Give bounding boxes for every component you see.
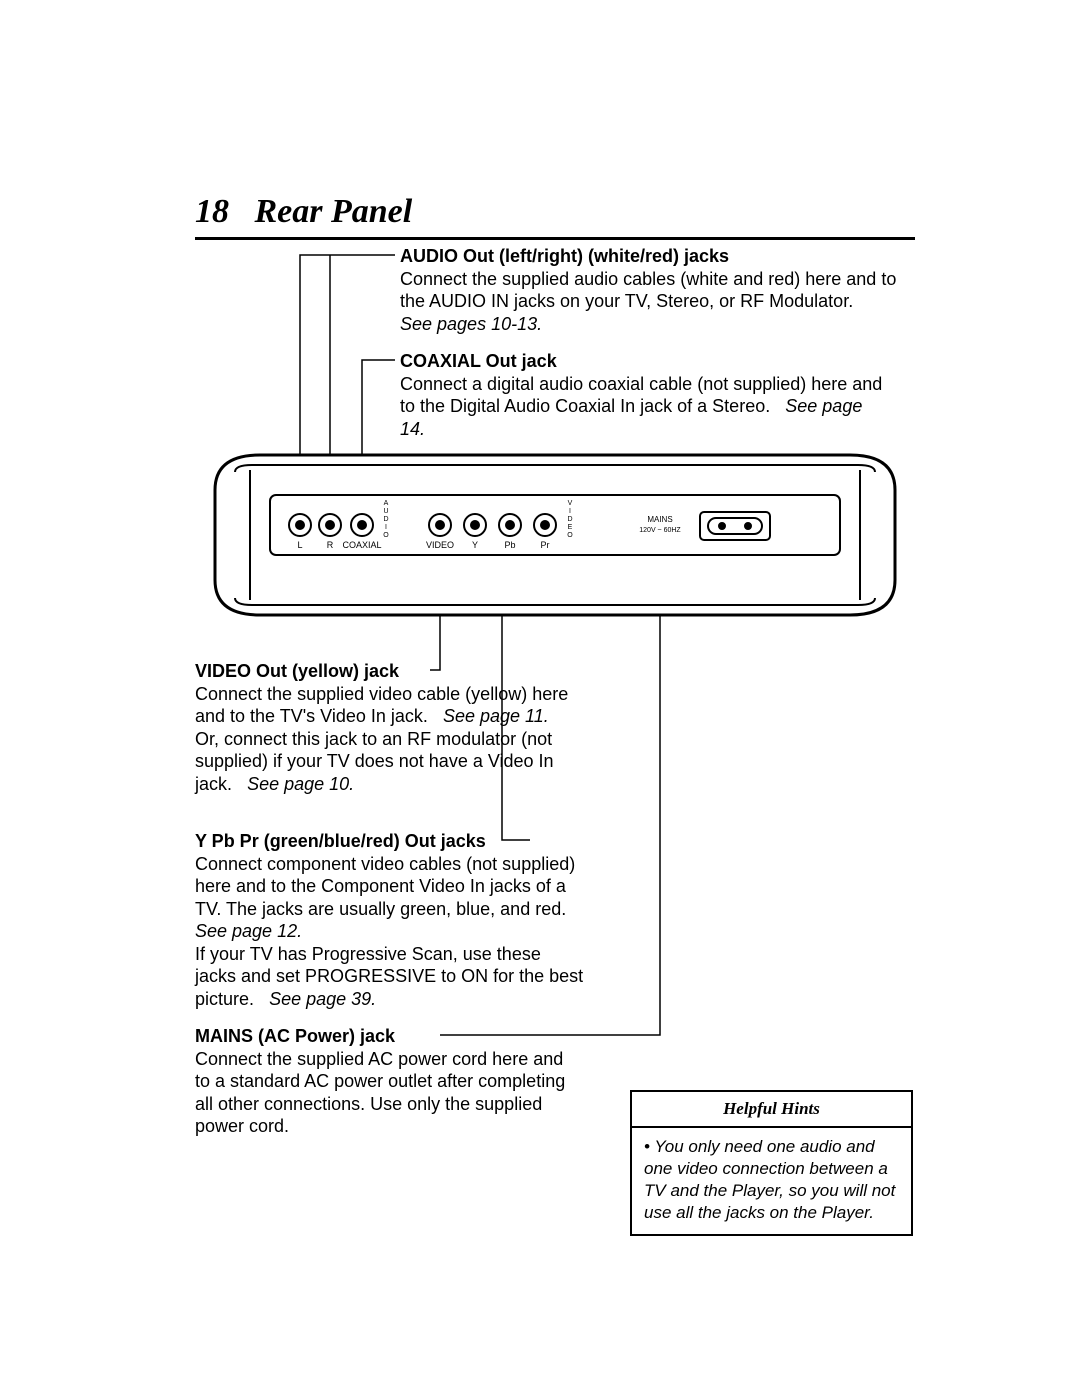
- video-see1: See page 11.: [443, 706, 549, 726]
- mains-body: Connect the supplied AC power cord here …: [195, 1049, 565, 1137]
- section-audio-out: AUDIO Out (left/right) (white/red) jacks…: [400, 245, 900, 335]
- svg-text:I: I: [569, 508, 571, 515]
- rear-panel-diagram: L R COAXIAL VIDEO Y Pb Pr MAINS 120V ~ 6…: [215, 455, 895, 615]
- svg-text:D: D: [567, 516, 572, 523]
- coax-heading: COAXIAL Out jack: [400, 351, 557, 371]
- svg-text:A: A: [384, 500, 389, 507]
- svg-text:E: E: [568, 524, 573, 531]
- ypbpr-see1: See page 12.: [195, 921, 302, 941]
- ypbpr-heading: Y Pb Pr (green/blue/red) Out jacks: [195, 831, 486, 851]
- svg-text:D: D: [383, 516, 388, 523]
- page-title-text: Rear Panel: [255, 193, 413, 230]
- section-coaxial-out: COAXIAL Out jack Connect a digital audio…: [400, 350, 890, 440]
- label-pb: Pb: [504, 540, 515, 550]
- label-pr: Pr: [541, 540, 550, 550]
- audio-out-heading: AUDIO Out (left/right) (white/red) jacks: [400, 246, 729, 266]
- section-ypbpr: Y Pb Pr (green/blue/red) Out jacks Conne…: [195, 830, 585, 1010]
- page-number: 18: [195, 193, 229, 230]
- svg-text:U: U: [383, 508, 388, 515]
- label-mains2: 120V ~ 60HZ: [639, 527, 681, 534]
- page: 18 Rear Panel AUDIO Out (left/right) (wh…: [0, 0, 1080, 1397]
- hints-item: • You only need one audio and one video …: [644, 1136, 899, 1224]
- ypbpr-body2: If your TV has Progressive Scan, use the…: [195, 944, 583, 1009]
- title-underline: [195, 237, 915, 240]
- label-l: L: [297, 540, 302, 550]
- page-title: 18 Rear Panel: [195, 193, 412, 231]
- label-mains: MAINS: [647, 515, 672, 524]
- ypbpr-see2: See page 39.: [269, 989, 376, 1009]
- label-r: R: [327, 540, 334, 550]
- svg-text:O: O: [567, 532, 573, 539]
- helpful-hints-box: Helpful Hints • You only need one audio …: [630, 1090, 913, 1236]
- audio-out-body: Connect the supplied audio cables (white…: [400, 269, 896, 312]
- svg-text:O: O: [383, 532, 389, 539]
- mains-heading: MAINS (AC Power) jack: [195, 1026, 395, 1046]
- label-coaxial: COAXIAL: [342, 540, 381, 550]
- section-video-out: VIDEO Out (yellow) jack Connect the supp…: [195, 660, 595, 795]
- video-see2: See page 10.: [247, 774, 354, 794]
- hints-title: Helpful Hints: [632, 1092, 911, 1128]
- label-y: Y: [472, 540, 478, 550]
- svg-text:I: I: [385, 524, 387, 531]
- label-audio-vertical: A U D I O: [383, 500, 389, 539]
- label-video-vertical: V I D E O: [567, 500, 573, 539]
- audio-out-see: See pages 10-13.: [400, 314, 542, 334]
- label-video: VIDEO: [426, 540, 454, 550]
- ypbpr-body1: Connect component video cables (not supp…: [195, 854, 575, 919]
- video-heading: VIDEO Out (yellow) jack: [195, 661, 399, 681]
- section-mains: MAINS (AC Power) jack Connect the suppli…: [195, 1025, 575, 1138]
- svg-text:V: V: [568, 500, 573, 507]
